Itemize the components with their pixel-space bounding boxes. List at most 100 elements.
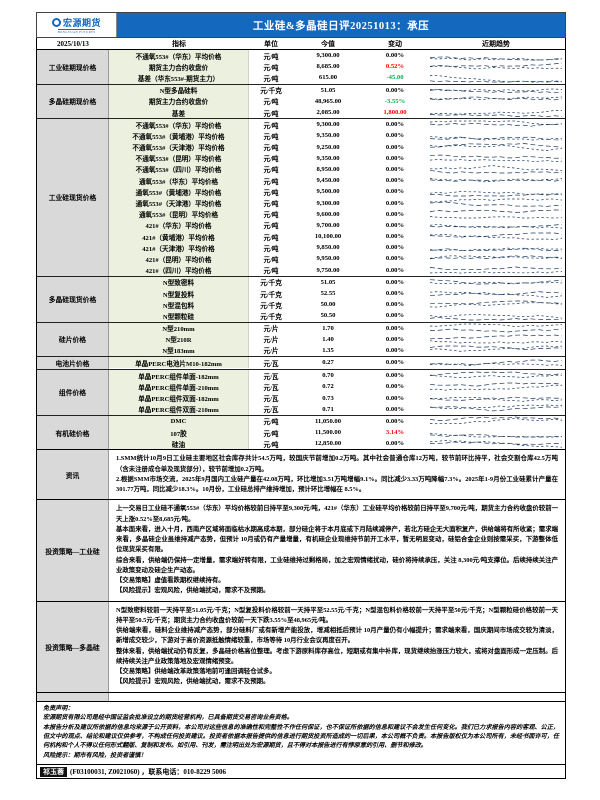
indicator-cell: 不通氧553#（黄埔港）平均价格: [109, 130, 249, 142]
logo-subtitle: HONGYUAN FUTURES: [57, 29, 96, 35]
unit-cell: 元/吨: [263, 189, 279, 197]
indicator-cell: 单晶PERC组件单面-182mm: [109, 370, 249, 382]
change-cell: 0.00%: [385, 121, 405, 129]
table-row: 单晶PERC电池片M10-182mm 元/瓦 0.27 0.00%: [109, 357, 565, 369]
table-row: N型混包料 元/千克 50.00 0.00%: [109, 299, 565, 311]
group-label: 硅片价格: [37, 322, 109, 357]
unit-cell: 元/片: [263, 326, 279, 334]
change-cell: -3.55%: [384, 97, 406, 105]
value-cell: 9,300.00: [316, 199, 340, 207]
indicator-cell: 421#（天津港）平均价格: [109, 242, 249, 254]
unit-cell: 元/瓦: [263, 384, 279, 392]
trend-sparkline: [430, 300, 562, 308]
unit-cell: 元/吨: [263, 268, 279, 276]
section-strategy: 投资策略—多晶硅 N型致密料较前一天持平至51.05元/千克；N型复投料价格较前一…: [36, 601, 566, 693]
report-header: 宏源期货 HONGYUAN FUTURES 工业硅&多晶硅日评20251013：…: [36, 12, 566, 38]
trend-sparkline: [430, 224, 562, 229]
table-row: 单晶PERC组件双面-210mm 元/瓦 0.71 0.00%: [109, 403, 565, 415]
logo-text: 宏源期货: [62, 17, 101, 28]
change-cell: 0.00%: [385, 210, 405, 218]
change-cell: 0.00%: [385, 359, 405, 367]
change-cell: 0.00%: [385, 266, 405, 274]
trend-sparkline: [430, 359, 562, 366]
table-row: N型183mm 元/片 1.35 0.00%: [109, 344, 565, 357]
section-body: 1.SMM统计10月9日工业硅主要地区社会库存共计54.5万吨，较国庆节前增加0…: [109, 450, 565, 499]
trend-sparkline: [430, 56, 562, 60]
change-cell: 0.00%: [385, 312, 405, 320]
indicator-cell: 不通氧553#（天津港）平均价格: [109, 141, 249, 153]
value-cell: 9,250.00: [316, 143, 340, 151]
analyst-contact: (F03100031, Z0021060) ，联系电话：010-8229 500…: [70, 767, 226, 776]
change-cell: 0.00%: [385, 290, 405, 298]
group-label: 多晶硅期现价格: [37, 84, 109, 119]
unit-cell: 元/片: [263, 337, 279, 345]
indicator-cell: 通氧553#（昆明）平均价格: [109, 208, 249, 220]
indicator-cell: N型210mm: [109, 322, 249, 334]
indicator-cell: 421#（四川）平均价格: [109, 264, 249, 276]
unit-cell: 元/吨: [263, 156, 279, 164]
change-cell: 0.00%: [385, 440, 405, 448]
group-label: 工业硅现货价格: [37, 119, 109, 276]
unit-cell: 元/吨: [263, 256, 279, 264]
trend-cell: [427, 323, 565, 334]
change-cell: 0.00%: [385, 199, 405, 207]
trend-cell: [427, 85, 565, 96]
value-cell: 0.27: [322, 359, 334, 367]
indicator-cell: N型复投料: [109, 287, 249, 300]
indicator-cell: 期货主力合约收盘价: [109, 95, 249, 107]
unit-cell: 元/吨: [263, 167, 279, 175]
value-cell: 9,500.00: [316, 188, 340, 196]
indicator-cell: 通氧553#（黄埔港）平均价格: [109, 186, 249, 198]
section-body: N型致密料较前一天持平至51.05元/千克；N型复投料价格较前一天持平至52.5…: [109, 602, 565, 692]
value-cell: 9,350.00: [316, 132, 340, 140]
unit-cell: 元/片: [263, 348, 279, 356]
change-cell: 0.00%: [385, 405, 405, 413]
trend-sparkline: [430, 96, 562, 101]
section-label: 资讯: [37, 450, 109, 500]
trend-sparkline: [430, 247, 562, 252]
unit-cell: 元/千克: [260, 302, 282, 310]
indicator-cell: N型多晶硅料: [109, 84, 249, 96]
trend-sparkline: [430, 334, 562, 344]
trend-cell: [427, 370, 565, 381]
empty-row: [36, 692, 566, 702]
col-header-unit: 单位: [264, 39, 278, 48]
trend-sparkline: [430, 62, 562, 70]
change-cell: 0.00%: [385, 188, 405, 196]
table-row: 基差 元/吨 2,085.00 1,800.00: [109, 106, 565, 119]
trend-cell: [427, 438, 565, 449]
table-row: 单晶PERC组件双面-182mm 元/瓦 0.73 0.00%: [109, 392, 565, 404]
trend-cell: [427, 231, 565, 242]
value-cell: 9,600.00: [316, 210, 340, 218]
trend-cell: [427, 288, 565, 299]
value-cell: 51.05: [320, 278, 336, 286]
trend-cell: [427, 209, 565, 220]
trend-sparkline: [430, 290, 562, 298]
value-cell: 12,850.00: [314, 440, 342, 448]
indicator-cell: 期货主力合约收盘价: [109, 61, 249, 73]
table-row: 不通氧553#（华东）平均价格 元/吨 9,300.00 0.00%: [109, 119, 565, 131]
trend-cell: [427, 334, 565, 345]
trend-cell: [427, 265, 565, 276]
company-logo: 宏源期货 HONGYUAN FUTURES: [37, 13, 117, 37]
unit-cell: 元/吨: [263, 441, 279, 449]
trend-cell: [427, 277, 565, 288]
indicator-cell: N型致密料: [109, 276, 249, 288]
table-row: 421#（天津港）平均价格 元/吨 9,850.00 0.00%: [109, 242, 565, 254]
indicator-cell: 通氧553#（华东）平均价格: [109, 175, 249, 187]
section-paragraph: 基本面来看，进入十月，西南产区域将面临枯水期高成本期，部分硅企将于本月底或下月陆…: [116, 525, 558, 554]
col-header-change: 变动: [388, 39, 402, 48]
change-cell: 0.00%: [385, 132, 405, 140]
table-group: 工业硅期现价格 不通氧553#（华东）平均价格 元/吨 9,300.00 0.00% 期货…: [37, 50, 565, 85]
trend-cell: [427, 96, 565, 107]
table-header-row: 2025/10/13 指标 单位 今值 变动 近期趋势: [37, 38, 565, 50]
trend-sparkline: [430, 404, 562, 412]
trend-cell: [427, 164, 565, 175]
change-cell: 0.00%: [385, 177, 405, 185]
indicator-cell: 单晶PERC电池片M10-182mm: [109, 357, 249, 369]
indicator-cell: N型210R: [109, 333, 249, 345]
table-row: 不通氧553#（昆明）平均价格 元/吨 9,350.00 0.00%: [109, 152, 565, 164]
change-cell: 0.00%: [385, 278, 405, 286]
indicator-cell: 单晶PERC组件单面-210mm: [109, 381, 249, 393]
price-table: 2025/10/13 指标 单位 今值 变动 近期趋势 工业硅期现价格 不通氧55…: [36, 38, 566, 451]
